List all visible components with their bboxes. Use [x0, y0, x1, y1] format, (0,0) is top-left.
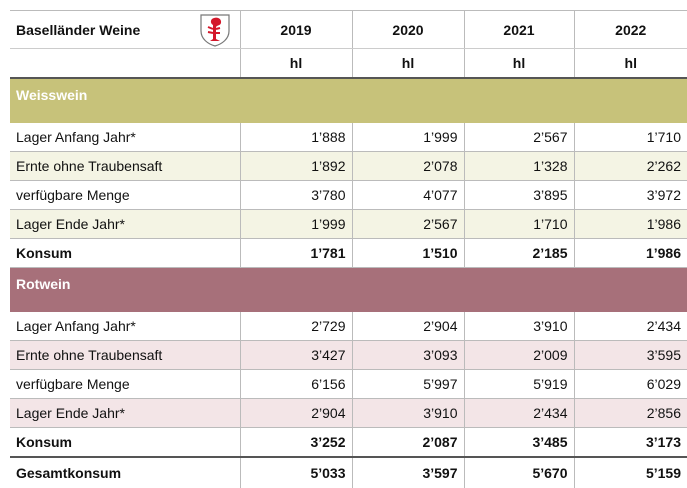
year-cell: 2020 — [352, 11, 464, 49]
row-label: Konsum — [10, 239, 240, 268]
value-cell: 2’262 — [574, 152, 687, 181]
value-cell: 1’986 — [574, 210, 687, 239]
title-cell: Baselländer Weine — [10, 11, 240, 49]
section-row: Weisswein — [10, 78, 687, 123]
section-name: Rotwein — [10, 268, 687, 313]
value-cell: 6’156 — [240, 370, 352, 399]
empty-cell — [10, 49, 240, 79]
unit-cell: hl — [574, 49, 687, 79]
value-cell: 3’252 — [240, 428, 352, 458]
value-cell: 1’888 — [240, 123, 352, 152]
value-cell: 3’910 — [352, 399, 464, 428]
row-label: Gesamtkonsum — [10, 457, 240, 488]
value-cell: 1’999 — [352, 123, 464, 152]
value-cell: 2’856 — [574, 399, 687, 428]
value-cell: 3’427 — [240, 341, 352, 370]
value-cell: 3’780 — [240, 181, 352, 210]
value-cell: 5’033 — [240, 457, 352, 488]
row-label: Lager Ende Jahr* — [10, 399, 240, 428]
value-cell: 4’077 — [352, 181, 464, 210]
value-cell: 2’078 — [352, 152, 464, 181]
coat-of-arms — [198, 13, 232, 47]
value-cell: 3’895 — [464, 181, 574, 210]
value-cell: 5’919 — [464, 370, 574, 399]
value-cell: 6’029 — [574, 370, 687, 399]
value-cell: 1’328 — [464, 152, 574, 181]
value-cell: 1’710 — [464, 210, 574, 239]
value-cell: 2’567 — [352, 210, 464, 239]
value-cell: 2’904 — [352, 312, 464, 341]
table-title: Baselländer Weine — [16, 22, 140, 38]
value-cell: 2’434 — [574, 312, 687, 341]
row-label: Konsum — [10, 428, 240, 458]
value-cell: 2’729 — [240, 312, 352, 341]
value-cell: 1’986 — [574, 239, 687, 268]
value-cell: 2’087 — [352, 428, 464, 458]
value-cell: 3’093 — [352, 341, 464, 370]
year-cell: 2019 — [240, 11, 352, 49]
value-cell: 3’972 — [574, 181, 687, 210]
section-name: Weisswein — [10, 78, 687, 123]
value-cell: 1’710 — [574, 123, 687, 152]
value-cell: 1’892 — [240, 152, 352, 181]
value-cell: 2’009 — [464, 341, 574, 370]
value-cell: 2’567 — [464, 123, 574, 152]
value-cell: 1’999 — [240, 210, 352, 239]
year-cell: 2021 — [464, 11, 574, 49]
value-cell: 5’670 — [464, 457, 574, 488]
value-cell: 2’434 — [464, 399, 574, 428]
unit-cell: hl — [352, 49, 464, 79]
unit-cell: hl — [464, 49, 574, 79]
row-label: Ernte ohne Traubensaft — [10, 152, 240, 181]
value-cell: 3’173 — [574, 428, 687, 458]
value-cell: 2’904 — [240, 399, 352, 428]
value-cell: 5’997 — [352, 370, 464, 399]
value-cell: 3’910 — [464, 312, 574, 341]
row-label: Lager Ende Jahr* — [10, 210, 240, 239]
value-cell: 1’781 — [240, 239, 352, 268]
value-cell: 5’159 — [574, 457, 687, 488]
value-cell: 1’510 — [352, 239, 464, 268]
row-label: Ernte ohne Traubensaft — [10, 341, 240, 370]
value-cell: 3’597 — [352, 457, 464, 488]
section-row: Rotwein — [10, 268, 687, 313]
unit-cell: hl — [240, 49, 352, 79]
value-cell: 2’185 — [464, 239, 574, 268]
value-cell: 3’595 — [574, 341, 687, 370]
row-label: Lager Anfang Jahr* — [10, 123, 240, 152]
row-label: verfügbare Menge — [10, 181, 240, 210]
row-label: Lager Anfang Jahr* — [10, 312, 240, 341]
row-label: verfügbare Menge — [10, 370, 240, 399]
year-cell: 2022 — [574, 11, 687, 49]
value-cell: 3’485 — [464, 428, 574, 458]
